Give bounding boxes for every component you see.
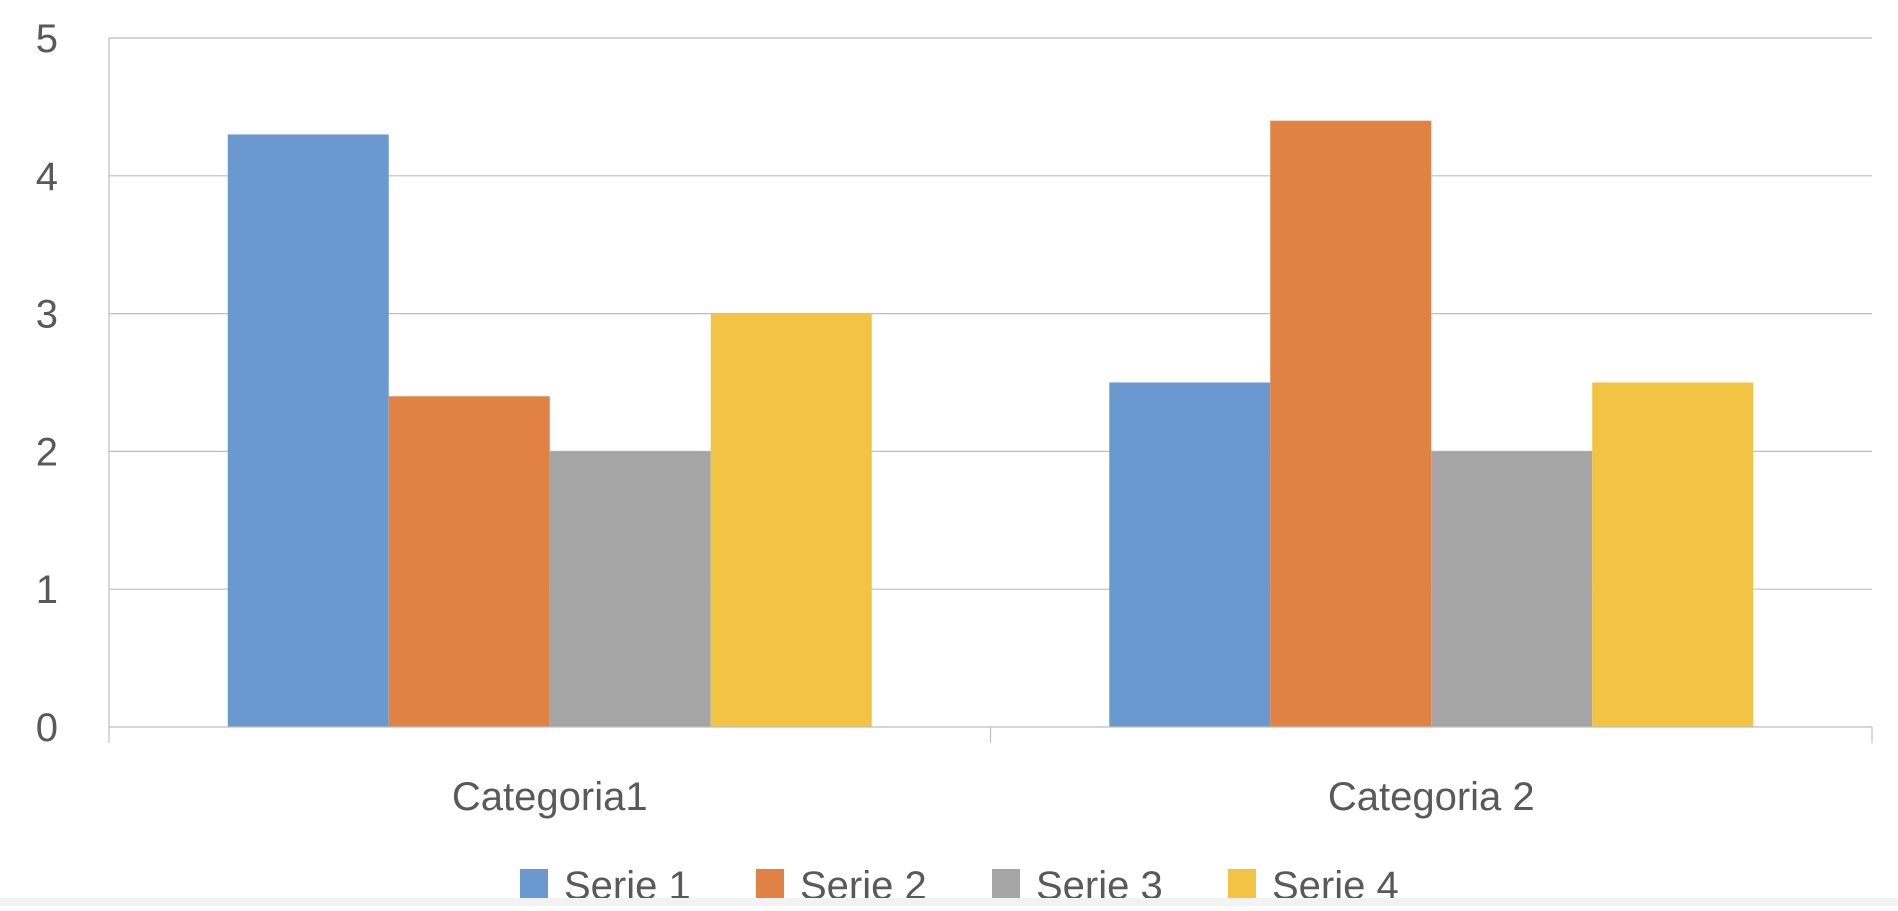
bars — [227, 120, 1754, 728]
y-tick-label: 5 — [36, 17, 58, 61]
legend-swatch — [992, 869, 1020, 899]
bar — [1270, 120, 1432, 728]
bar — [1592, 382, 1754, 727]
bar — [1431, 451, 1593, 727]
legend-swatch — [1228, 869, 1256, 899]
bottom-strip — [0, 898, 1898, 906]
axes: 0 1 2 3 4 5 Categoria1 Categoria 2 — [36, 17, 1873, 819]
bar — [1109, 382, 1271, 727]
legend-swatch — [520, 869, 548, 899]
y-tick-label: 4 — [36, 155, 58, 199]
legend-swatch — [756, 869, 784, 899]
bar — [710, 313, 872, 727]
bar — [227, 134, 389, 727]
y-tick-label: 3 — [36, 293, 58, 337]
y-tick-label: 2 — [36, 430, 58, 474]
x-category-label: Categoria 2 — [1328, 775, 1535, 819]
y-tick-label: 1 — [36, 568, 58, 612]
bar — [388, 396, 550, 727]
x-category-label: Categoria1 — [452, 775, 648, 819]
bar — [549, 451, 711, 727]
y-tick-label: 0 — [36, 706, 58, 750]
